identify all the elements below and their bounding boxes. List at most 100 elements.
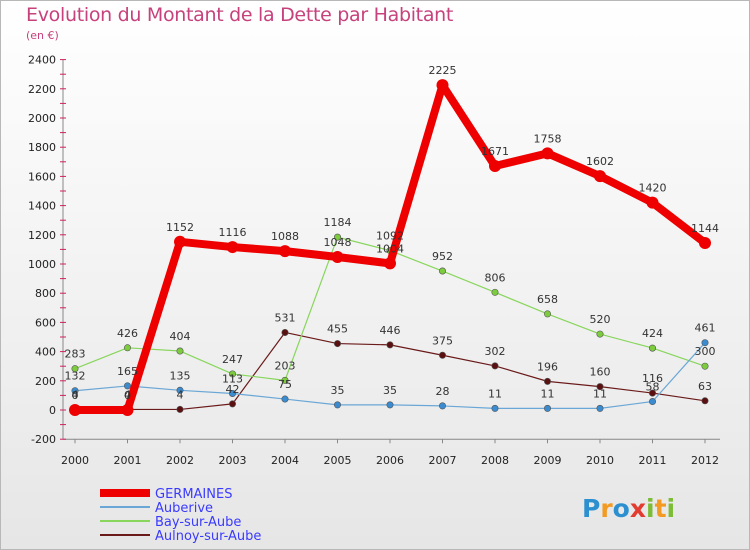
- legend-label: Auberive: [155, 501, 213, 516]
- data-label: 11: [541, 387, 555, 400]
- data-point: [543, 377, 551, 385]
- y-tick-label: 1600: [28, 170, 56, 183]
- y-tick-label: 1800: [28, 141, 56, 154]
- data-label: 283: [65, 348, 86, 361]
- data-label: 1758: [534, 132, 562, 145]
- x-tick-label: 2006: [376, 454, 404, 467]
- data-label: 455: [327, 323, 348, 336]
- y-tick-label: 2000: [28, 112, 56, 125]
- data-label: 424: [642, 327, 663, 340]
- data-point: [331, 250, 344, 263]
- data-point: [701, 362, 709, 370]
- brand-logo: Proxiti: [582, 494, 675, 523]
- y-tick-label: 1200: [28, 229, 56, 242]
- data-label: 11: [593, 387, 607, 400]
- brand-letter: i: [646, 494, 655, 523]
- data-point: [333, 401, 341, 409]
- data-point: [438, 267, 446, 275]
- data-label: 35: [383, 384, 397, 397]
- legend-label: Aulnoy-sur-Aube: [155, 529, 261, 544]
- data-label: 58: [646, 381, 660, 394]
- data-label: 302: [485, 345, 506, 358]
- data-point: [596, 404, 604, 412]
- data-point: [699, 236, 711, 249]
- data-point: [491, 362, 499, 370]
- data-point: [594, 170, 606, 183]
- data-label: 1144: [691, 222, 719, 235]
- data-label: 1092: [376, 230, 404, 243]
- data-label: 1088: [271, 230, 299, 243]
- y-tick-label: 1400: [28, 200, 56, 213]
- data-label: 1184: [324, 216, 352, 229]
- data-point: [176, 347, 184, 355]
- data-point: [229, 400, 237, 408]
- data-label: 11: [488, 387, 502, 400]
- data-point: [648, 389, 656, 397]
- data-labels: 4 4 4 42 531 455 446 375 302 196 160 116 63 283 426 404…: [65, 64, 720, 402]
- y-tick-label: -200: [31, 433, 56, 446]
- data-point: [541, 147, 554, 160]
- data-label: 28: [436, 385, 450, 398]
- data-label: 300: [695, 345, 716, 358]
- data-point: [281, 328, 289, 336]
- chart-title: Evolution du Montant de la Dette par Hab…: [26, 4, 454, 26]
- data-point: [176, 386, 184, 394]
- data-point: [384, 257, 396, 270]
- y-tick-label: 0: [49, 404, 56, 417]
- data-point: [646, 196, 659, 209]
- data-label: 461: [695, 322, 716, 335]
- data-label: 1671: [481, 145, 509, 158]
- data-label: 2225: [429, 64, 457, 77]
- x-tick-label: 2002: [166, 454, 194, 467]
- data-label: 375: [432, 334, 453, 347]
- brand-letter: t: [655, 494, 667, 523]
- data-point: [124, 344, 132, 352]
- data-point: [596, 330, 604, 338]
- data-label: 4: [72, 388, 79, 401]
- data-label: 1420: [639, 182, 667, 195]
- x-tick-label: 2008: [481, 454, 509, 467]
- y-tick-label: 2200: [28, 83, 56, 96]
- data-point: [386, 341, 394, 349]
- data-point: [281, 395, 289, 403]
- data-label: 446: [380, 324, 401, 337]
- x-tick-label: 2004: [271, 454, 299, 467]
- legend-label: Bay-sur-Aube: [155, 515, 241, 530]
- data-label: 404: [170, 330, 191, 343]
- data-label: 113: [222, 373, 243, 386]
- data-label: 1602: [586, 155, 614, 168]
- axes: -200020040060080010001200140016001800200…: [28, 54, 720, 467]
- y-tick-label: 600: [35, 316, 56, 329]
- data-point: [333, 340, 341, 348]
- data-label: 1152: [166, 221, 194, 234]
- data-label: 203: [275, 359, 296, 372]
- data-label: 952: [432, 250, 453, 263]
- y-tick-label: 400: [35, 346, 56, 359]
- data-label: 1048: [324, 236, 352, 249]
- x-tick-label: 2001: [114, 454, 142, 467]
- data-label: 1004: [376, 242, 404, 255]
- data-point: [71, 387, 79, 395]
- data-label: 520: [590, 313, 611, 326]
- data-label: 75: [278, 378, 292, 391]
- x-tick-label: 2012: [691, 454, 719, 467]
- x-tick-label: 2011: [639, 454, 667, 467]
- data-label: 160: [590, 366, 611, 379]
- x-tick-label: 2007: [429, 454, 457, 467]
- data-point: [279, 245, 291, 258]
- data-label: 658: [537, 293, 558, 306]
- data-label: 0: [124, 389, 131, 402]
- data-point: [438, 402, 446, 410]
- x-tick-label: 2010: [586, 454, 614, 467]
- data-point: [438, 351, 446, 359]
- y-tick-label: 2400: [28, 54, 56, 67]
- data-point: [596, 383, 604, 391]
- data-point: [701, 397, 709, 405]
- brand-letter: o: [613, 494, 630, 523]
- x-tick-label: 2005: [324, 454, 352, 467]
- data-point: [333, 233, 341, 241]
- data-label: 135: [170, 369, 191, 382]
- legend: GERMAINESAuberiveBay-sur-AubeAulnoy-sur-…: [100, 487, 261, 544]
